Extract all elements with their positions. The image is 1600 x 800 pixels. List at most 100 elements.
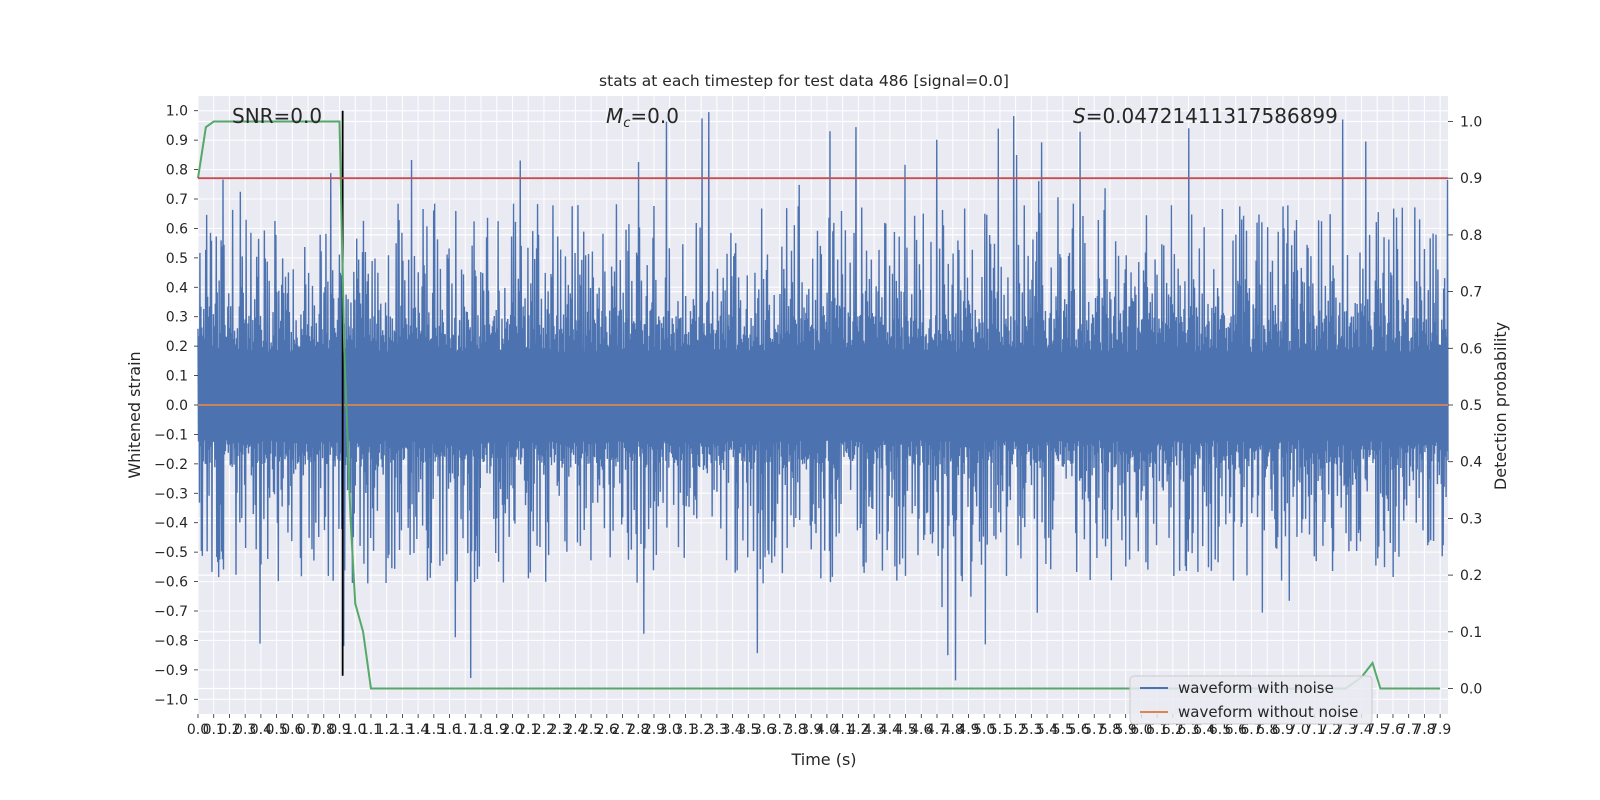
y-right-tick-label: 0.2 [1460, 568, 1482, 584]
y-tick-label: −0.4 [154, 516, 188, 532]
x-tick-label: 7.0 [1287, 722, 1309, 738]
y-axis-right: 1.0 0.9 0.8 0.7 0.6 0.5 0.4 0.3 0.2 0.1 0.0 [1448, 115, 1482, 697]
x-tick-label: 0.7 [297, 722, 319, 738]
x-tick-label: 7.4 [1350, 722, 1372, 738]
x-tick-label: 0.4 [250, 722, 272, 738]
x-tick-label: 2.6 [596, 722, 618, 738]
y-right-tick-label: 0.8 [1460, 228, 1482, 244]
x-tick-label: 3.6 [753, 722, 775, 738]
y-tick-label: −0.7 [154, 604, 188, 620]
y-axis-left: 1.0 0.9 0.8 0.7 0.6 0.5 0.4 0.3 0.2 0.1 0.0 −0.1 −0.… [154, 104, 198, 708]
x-tick-label: 4.0 [816, 722, 838, 738]
legend: waveform with noise waveform without noi… [1129, 675, 1373, 725]
x-tick-label: 4.6 [910, 722, 932, 738]
x-tick-label: 6.5 [1209, 722, 1231, 738]
x-tick-label: 5.8 [1099, 722, 1121, 738]
x-tick-label: 6.2 [1162, 722, 1184, 738]
y-right-tick-label: 0.3 [1460, 511, 1482, 527]
x-tick-label: 1.4 [407, 722, 429, 738]
x-tick-label: 6.8 [1256, 722, 1278, 738]
x-tick-label: 6.1 [1146, 722, 1168, 738]
x-tick-label: 3.8 [784, 722, 806, 738]
y-tick-label: 0.9 [166, 133, 188, 149]
series-detection-probability [197, 120, 1441, 690]
x-tick-label: 0.2 [218, 722, 240, 738]
x-tick-label: 3.2 [690, 722, 712, 738]
series-layer [197, 110, 1449, 690]
annotations: SNR=0.0 Mc=0.0 S=0.04721411317586899 [232, 104, 1338, 131]
x-tick-label: 4.3 [863, 722, 885, 738]
x-tick-label: 5.7 [1083, 722, 1105, 738]
statistic-value: =0.04721411317586899 [1086, 104, 1338, 128]
y-tick-label: −0.1 [154, 427, 188, 443]
x-tick-label: 2.0 [501, 722, 523, 738]
x-tick-label: 7.9 [1429, 722, 1451, 738]
x-tick-label: 5.3 [1020, 722, 1042, 738]
x-tick-label: 0.3 [234, 722, 256, 738]
x-tick-label: 6.7 [1240, 722, 1262, 738]
snr-annotation: SNR=0.0 [232, 104, 322, 128]
x-tick-label: 5.5 [1052, 722, 1074, 738]
x-tick-label: 3.9 [800, 722, 822, 738]
x-tick-label: 7.8 [1413, 722, 1435, 738]
x-tick-label: 6.4 [1193, 722, 1215, 738]
y-tick-label: −0.6 [154, 575, 188, 591]
x-tick-label: 0.0 [187, 722, 209, 738]
legend-box [1129, 675, 1373, 725]
x-tick-label: 2.4 [564, 722, 586, 738]
y-right-tick-label: 0.6 [1460, 341, 1482, 357]
x-tick-label: 1.2 [376, 722, 398, 738]
x-tick-label: 7.1 [1303, 722, 1325, 738]
y-right-tick-label: 1.0 [1460, 115, 1482, 131]
x-tick-label: 1.5 [423, 722, 445, 738]
x-tick-label: 7.5 [1366, 722, 1388, 738]
x-tick-label: 2.2 [533, 722, 555, 738]
legend-label-noise: waveform with noise [1178, 679, 1334, 697]
x-axis-label: Time (s) [790, 750, 856, 769]
x-tick-label: 4.8 [942, 722, 964, 738]
y-tick-label: −0.2 [154, 457, 188, 473]
chirp-mass-subscript: c [623, 116, 630, 131]
y-axis-label-right: Detection probability [1491, 322, 1510, 490]
x-tick-label: 2.5 [580, 722, 602, 738]
x-tick-label: 3.0 [659, 722, 681, 738]
x-tick-label: 7.7 [1398, 722, 1420, 738]
x-tick-label: 0.6 [281, 722, 303, 738]
chart-title: stats at each timestep for test data 486… [599, 72, 1009, 90]
y-axis-label: Whitened strain [125, 351, 144, 478]
x-tick-label: 6.3 [1177, 722, 1199, 738]
chirp-mass-annotation: Mc=0.0 [606, 104, 679, 131]
x-tick-label: 3.4 [721, 722, 743, 738]
y-tick-label: 0.1 [166, 369, 188, 385]
x-tick-label: 6.9 [1272, 722, 1294, 738]
x-tick-label: 2.7 [611, 722, 633, 738]
x-tick-label: 7.2 [1319, 722, 1341, 738]
x-tick-label: 3.5 [737, 722, 759, 738]
x-tick-label: 5.0 [973, 722, 995, 738]
x-tick-label: 1.3 [391, 722, 413, 738]
x-tick-label: 1.8 [470, 722, 492, 738]
y-tick-label: −0.8 [154, 633, 188, 649]
chirp-mass-value: =0.0 [630, 104, 679, 128]
x-tick-label: 0.9 [328, 722, 350, 738]
y-right-tick-label: 0.7 [1460, 285, 1482, 301]
x-tick-label: 0.8 [313, 722, 335, 738]
x-tick-label: 2.8 [627, 722, 649, 738]
y-tick-label: −0.9 [154, 663, 188, 679]
x-tick-label: 1.9 [486, 722, 508, 738]
y-right-tick-label: 0.1 [1460, 625, 1482, 641]
x-tick-label: 4.5 [894, 722, 916, 738]
y-tick-label: −1.0 [154, 692, 188, 708]
x-tick-label: 4.9 [957, 722, 979, 738]
y-right-tick-label: 0.4 [1460, 455, 1482, 471]
y-tick-label: 0.0 [166, 398, 188, 414]
x-tick-label: 2.1 [517, 722, 539, 738]
x-tick-label: 1.6 [438, 722, 460, 738]
x-tick-label: 7.3 [1335, 722, 1357, 738]
y-tick-label: 0.2 [166, 339, 188, 355]
y-tick-label: 0.4 [166, 280, 188, 296]
y-tick-label: 1.0 [166, 104, 188, 120]
statistic-annotation: S=0.04721411317586899 [1073, 104, 1338, 128]
x-tick-label: 2.9 [643, 722, 665, 738]
